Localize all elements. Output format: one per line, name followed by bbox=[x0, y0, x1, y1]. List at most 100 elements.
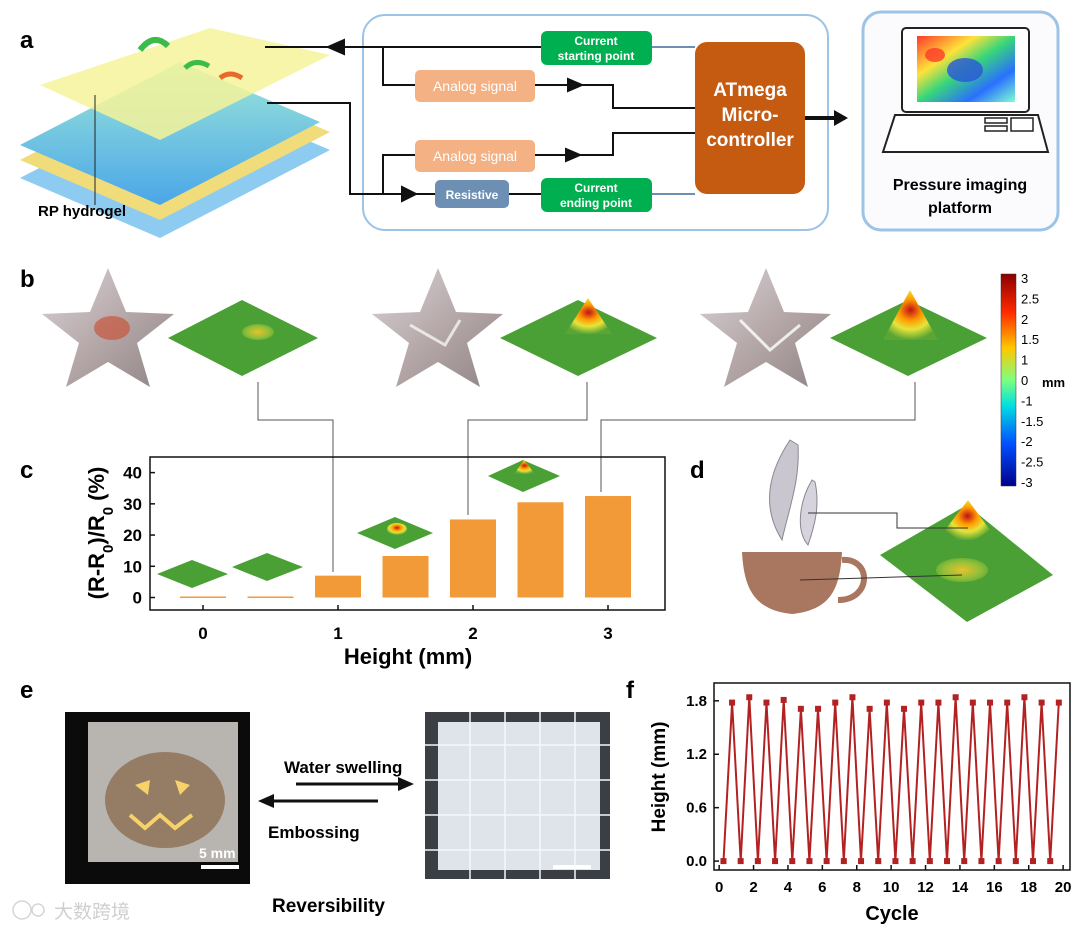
panel-label-e: e bbox=[20, 677, 33, 704]
mcu-text-2: Micro- bbox=[722, 105, 779, 126]
data-point bbox=[840, 858, 847, 865]
bar bbox=[517, 502, 564, 598]
data-point bbox=[1004, 699, 1011, 706]
colorbar-tick-label: 2 bbox=[1021, 312, 1028, 327]
platform-text-1: Pressure imaging bbox=[893, 177, 1027, 194]
x-tick-label: 10 bbox=[883, 879, 900, 896]
rp-hydrogel-label: RP hydrogel bbox=[38, 203, 126, 220]
data-point bbox=[797, 705, 804, 712]
mini-surface-0-5 bbox=[232, 553, 303, 581]
x-tick-label: 0 bbox=[198, 624, 207, 643]
data-point bbox=[763, 699, 770, 706]
steam-photo bbox=[769, 439, 818, 546]
data-point bbox=[883, 699, 890, 706]
data-point bbox=[909, 858, 916, 865]
embossing-label: Embossing bbox=[268, 823, 360, 842]
resistive-text: Resistive bbox=[446, 188, 499, 202]
analog-signal-box-2 bbox=[415, 140, 535, 172]
colorbar-tick-label: 3 bbox=[1021, 271, 1028, 286]
surface-plot-2 bbox=[500, 298, 657, 376]
data-point bbox=[1012, 858, 1019, 865]
bar bbox=[180, 596, 226, 599]
star-photo-1 bbox=[42, 268, 174, 387]
y-tick-label: 30 bbox=[123, 495, 142, 514]
reversibility-label: Reversibility bbox=[272, 896, 385, 917]
y-tick-label: 0 bbox=[133, 589, 142, 608]
x-tick-label: 16 bbox=[986, 879, 1003, 896]
y-tick-label: 1.2 bbox=[686, 746, 707, 763]
current-start-text-1: Current bbox=[574, 34, 617, 48]
data-point bbox=[935, 699, 942, 706]
panel-label-a: a bbox=[20, 27, 34, 54]
panel-label-c: c bbox=[20, 457, 33, 484]
data-point bbox=[1038, 699, 1045, 706]
watermark-text: 大数跨境 bbox=[54, 901, 130, 923]
surface-plot-1 bbox=[168, 300, 318, 376]
x-tick-label: 2 bbox=[749, 879, 757, 896]
data-point bbox=[952, 694, 959, 701]
x-tick-label: 3 bbox=[603, 624, 612, 643]
connector-lines bbox=[257, 382, 916, 572]
x-tick-label: 18 bbox=[1020, 879, 1037, 896]
data-point bbox=[944, 858, 951, 865]
x-axis-label: Cycle bbox=[865, 903, 918, 925]
x-tick-label: 8 bbox=[853, 879, 861, 896]
watermark: 大数跨境 bbox=[12, 900, 130, 923]
panel-label-f: f bbox=[626, 677, 635, 704]
signal-wires bbox=[265, 38, 848, 203]
surface-plot-d bbox=[880, 500, 1053, 622]
colorbar-tick-label: 0 bbox=[1021, 373, 1028, 388]
platform-text-2: platform bbox=[928, 200, 992, 217]
y-axis-label: (R-R0)/R0 (%) bbox=[84, 467, 117, 600]
x-tick-label: 2 bbox=[468, 624, 477, 643]
bar bbox=[382, 555, 429, 598]
data-point bbox=[866, 705, 873, 712]
data-line bbox=[722, 697, 1060, 862]
data-point bbox=[754, 858, 761, 865]
bar bbox=[450, 519, 496, 598]
resistive-box bbox=[435, 180, 509, 208]
x-tick-label: 20 bbox=[1055, 879, 1072, 896]
data-point bbox=[995, 858, 1002, 865]
panel-label-b: b bbox=[20, 266, 35, 293]
mini-surface-1-5 bbox=[357, 517, 433, 549]
d-connectors bbox=[799, 512, 968, 581]
hydrogel-device-illustration bbox=[20, 28, 330, 238]
microcontroller-box bbox=[695, 42, 805, 194]
data-point bbox=[789, 858, 796, 865]
colorbar-tick-label: -2.5 bbox=[1021, 455, 1043, 470]
data-point bbox=[987, 699, 994, 706]
reversibility-arrows bbox=[258, 777, 414, 808]
star-photo-3 bbox=[700, 268, 831, 387]
y-tick-label: 10 bbox=[123, 557, 142, 576]
data-point bbox=[926, 858, 933, 865]
colorbar-tick-label: -1 bbox=[1021, 393, 1033, 408]
colorbar-tick-label: 1.5 bbox=[1021, 332, 1039, 347]
current-start-box bbox=[541, 31, 652, 65]
y-tick-label: 40 bbox=[123, 464, 142, 483]
colorbar-tick-label: -1.5 bbox=[1021, 414, 1043, 429]
mcu-text-1: ATmega bbox=[713, 80, 787, 101]
bar bbox=[247, 596, 294, 599]
data-point bbox=[746, 694, 753, 701]
circuit-panel bbox=[362, 14, 829, 231]
data-point bbox=[1021, 694, 1028, 701]
data-point bbox=[978, 858, 985, 865]
data-point bbox=[806, 858, 813, 865]
pumpkin-photo bbox=[65, 712, 250, 884]
swelled-photo bbox=[425, 712, 610, 879]
mini-surface-2-5 bbox=[488, 460, 560, 492]
analog-signal-text-1: Analog signal bbox=[433, 78, 517, 94]
data-point bbox=[892, 858, 899, 865]
analog-signal-text-2: Analog signal bbox=[433, 148, 517, 164]
colorbar-unit: mm bbox=[1042, 375, 1065, 390]
line-chart: 0.0 0.6 1.2 1.8 0 2 4 6 8 10 12 14 16 18 20 Cycle Height… bbox=[649, 682, 1072, 925]
plot-frame bbox=[713, 682, 1071, 871]
cup-photo bbox=[742, 552, 867, 614]
y-tick-label: 1.8 bbox=[686, 693, 707, 710]
data-point bbox=[1030, 858, 1037, 865]
plot-frame bbox=[149, 456, 666, 611]
y-tick-label: 0.0 bbox=[686, 853, 707, 870]
data-point bbox=[729, 699, 736, 706]
x-tick-label: 12 bbox=[917, 879, 934, 896]
